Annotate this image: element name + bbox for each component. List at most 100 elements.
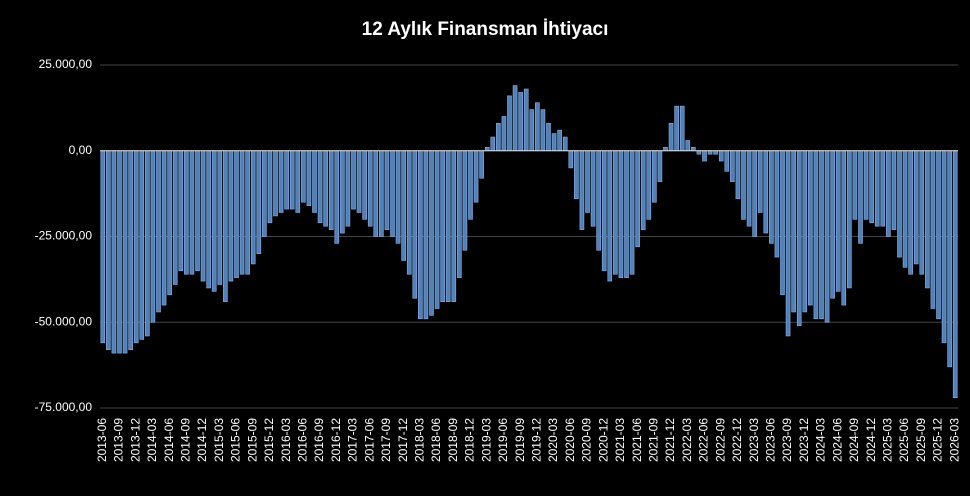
x-tick-label: 2019-03	[479, 418, 493, 462]
bar	[941, 150, 947, 344]
x-tick-label: 2018-03	[413, 418, 427, 462]
x-tick-label: 2015-03	[212, 418, 226, 462]
bar	[707, 150, 713, 155]
bar	[796, 150, 802, 326]
bar	[535, 102, 540, 152]
bar	[245, 150, 250, 275]
bar	[445, 150, 451, 302]
bar	[718, 150, 724, 162]
bar	[278, 150, 284, 213]
bar	[406, 150, 412, 275]
bar	[852, 150, 858, 220]
bar	[769, 150, 774, 244]
bar	[496, 123, 501, 152]
bar	[111, 150, 117, 354]
y-tick-label: 25.000,00	[39, 57, 93, 71]
x-tick-label: 2022-06	[697, 418, 711, 462]
bar	[379, 150, 384, 237]
x-tick-label: 2021-09	[647, 418, 661, 462]
bar	[674, 105, 679, 152]
bar	[512, 85, 518, 152]
bar	[585, 150, 590, 213]
bar	[133, 150, 139, 344]
bar	[145, 150, 150, 337]
x-tick-label: 2016-06	[296, 418, 310, 462]
bar	[696, 150, 702, 155]
x-tick-label: 2015-12	[262, 418, 276, 462]
bar	[607, 150, 613, 282]
bar	[562, 136, 568, 152]
bar	[640, 150, 646, 230]
x-tick-label: 2013-12	[128, 418, 142, 462]
bar	[356, 150, 362, 213]
bar	[412, 150, 418, 299]
x-tick-label: 2022-03	[680, 418, 694, 462]
bar	[418, 150, 423, 320]
bar	[601, 150, 607, 272]
bar	[808, 150, 813, 306]
bar	[863, 150, 869, 220]
x-tick-label: 2013-06	[95, 418, 109, 462]
x-tick-label: 2015-06	[229, 418, 243, 462]
bar	[468, 150, 473, 220]
bar	[451, 150, 457, 302]
bar	[211, 150, 217, 292]
x-tick-label: 2016-12	[329, 418, 343, 462]
bar	[780, 150, 785, 296]
bar	[741, 150, 746, 220]
bar	[713, 150, 718, 155]
x-tick-label: 2022-12	[730, 418, 744, 462]
y-tick-label: -50.000,00	[35, 314, 93, 328]
bar	[913, 150, 919, 265]
bar	[919, 150, 925, 275]
x-tick-label: 2014-09	[179, 418, 193, 462]
bar	[301, 150, 306, 203]
bar	[618, 150, 624, 278]
bar	[841, 150, 847, 306]
x-tick-label: 2020-12	[596, 418, 610, 462]
bar	[952, 150, 958, 399]
bar	[340, 150, 345, 234]
bar	[328, 150, 334, 230]
bar	[523, 88, 529, 152]
bar	[936, 150, 941, 320]
bar	[250, 150, 256, 265]
bar	[200, 150, 206, 282]
bar	[629, 150, 635, 275]
bar	[234, 150, 239, 278]
y-tick-label: 0,00	[69, 143, 93, 157]
x-tick-label: 2014-12	[195, 418, 209, 462]
bar	[891, 150, 897, 230]
x-tick-label: 2020-06	[563, 418, 577, 462]
bar	[167, 150, 172, 296]
bar	[785, 150, 791, 337]
bar	[223, 150, 228, 302]
bar	[100, 150, 106, 344]
bar	[284, 150, 289, 210]
bar	[540, 109, 546, 152]
bar	[858, 150, 863, 244]
bar	[930, 150, 936, 309]
bar	[874, 150, 880, 227]
bar	[122, 150, 128, 354]
bar	[395, 150, 401, 244]
x-tick-label: 2023-09	[780, 418, 794, 462]
bar	[139, 150, 145, 340]
bar	[507, 95, 512, 152]
bar	[178, 150, 184, 272]
x-tick-label: 2017-09	[379, 418, 393, 462]
bar	[802, 150, 808, 313]
bar	[791, 150, 796, 313]
bar	[390, 150, 395, 237]
bar	[373, 150, 379, 237]
bar	[908, 150, 913, 275]
bar	[668, 123, 674, 152]
bar	[947, 150, 952, 368]
bar	[189, 150, 195, 275]
bar	[774, 150, 780, 258]
bar	[362, 150, 367, 220]
bar	[546, 123, 551, 152]
bar	[462, 150, 468, 251]
x-tick-label: 2014-06	[162, 418, 176, 462]
bar	[596, 150, 601, 251]
